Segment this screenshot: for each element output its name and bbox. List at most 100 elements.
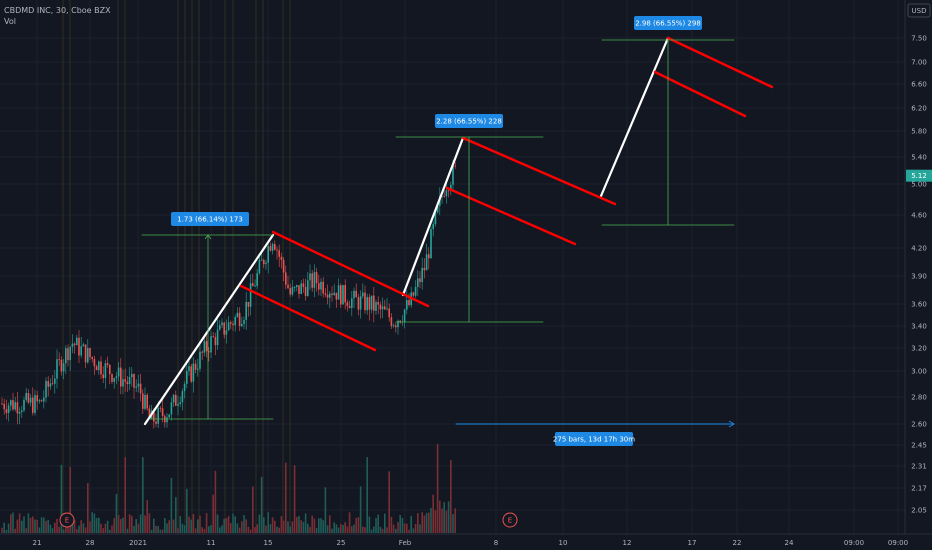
candles: [1, 159, 456, 429]
volume-bar: [243, 515, 245, 533]
currency-button[interactable]: USD: [907, 3, 931, 18]
measure-badge[interactable]: 2.98 (66.55%) 298: [634, 16, 702, 30]
candle: [93, 355, 96, 376]
earnings-marker-icon[interactable]: E: [502, 512, 518, 528]
volume-bar: [93, 513, 96, 533]
time-tick-label: 25: [337, 539, 346, 547]
price-tick-label: 4.20: [911, 245, 927, 253]
time-tick-label: 15: [264, 539, 273, 547]
volume-bar: [146, 500, 148, 533]
symbol-title: CBDMD INC, 30, Cboe BZX: [4, 6, 111, 15]
time-tick-label: 2021: [129, 539, 147, 547]
volume-bar: [133, 525, 135, 533]
measure-badge[interactable]: 1.73 (66.14%) 173: [171, 212, 249, 226]
volume-bar: [87, 482, 89, 533]
volume-bar: [175, 497, 177, 533]
volume-bar: [441, 508, 443, 533]
volume-bar: [155, 525, 157, 533]
volume-bar: [318, 518, 320, 533]
volume-bar: [355, 518, 357, 533]
candle: [414, 280, 417, 298]
candle: [170, 397, 173, 421]
volume-bar: [234, 516, 236, 533]
flag-channel-lower-2[interactable]: [445, 186, 577, 246]
volume-bar: [348, 512, 351, 533]
volume-bar: [168, 520, 170, 533]
candle: [340, 283, 342, 308]
volume-bar: [333, 522, 335, 533]
volume-bar: [216, 514, 219, 533]
flag-channel-upper-1[interactable]: [271, 230, 430, 308]
volume-bar: [430, 508, 432, 533]
volume-bar: [362, 526, 364, 533]
candle: [370, 295, 373, 314]
volume-bar: [49, 524, 52, 533]
volume-bar: [265, 525, 267, 533]
candle: [227, 316, 230, 331]
volume-bar: [3, 522, 5, 533]
flag-pole-3[interactable]: [599, 36, 670, 198]
candle: [117, 361, 120, 382]
volume-bar: [304, 513, 307, 533]
volume-bar: [25, 528, 27, 533]
flag-channel-upper-3[interactable]: [666, 36, 774, 89]
candle: [276, 246, 278, 260]
volume-bar: [454, 508, 456, 533]
volume-bar: [142, 457, 144, 533]
volume-bar: [271, 517, 274, 533]
candle: [102, 366, 104, 384]
flag-pole-1[interactable]: [143, 233, 275, 426]
time-tick-label: 22: [733, 539, 742, 547]
volume-bar: [340, 524, 342, 533]
volume-bar: [384, 513, 386, 533]
flag-pole-2[interactable]: [401, 136, 465, 297]
volume-bar: [256, 524, 258, 533]
volume-bar: [425, 512, 428, 533]
time-tick-label: 10: [559, 539, 568, 547]
measure-badges: 1.73 (66.14%) 173 2.28 (66.55%) 228 2.98 (…: [171, 16, 702, 446]
price-tick-label: 2.17: [911, 485, 927, 493]
volume-bar: [186, 488, 188, 533]
measure-badge[interactable]: 2.28 (66.55%) 228: [435, 114, 503, 128]
candle: [1, 397, 3, 406]
candle: [265, 259, 267, 270]
volume-bar: [164, 517, 166, 533]
candle: [219, 320, 221, 331]
volume-bar: [205, 513, 208, 533]
volume-bar: [5, 529, 8, 533]
candle: [381, 297, 384, 319]
measure-badge[interactable]: 275 bars, 13d 17h 30m: [553, 432, 635, 446]
volume-bar: [414, 524, 417, 533]
time-tick-label: 24: [785, 539, 794, 547]
volume-bar: [71, 524, 74, 533]
volume-bar: [373, 526, 375, 533]
price-tick-label: 4.60: [911, 212, 927, 220]
time-axis: 21 28 2021 11 15 25 Feb 8 10 12 17 22 24 09:00 09:00: [0, 533, 932, 547]
candle: [21, 405, 23, 419]
candle: [344, 279, 346, 310]
volume-bar: [69, 466, 71, 533]
candle: [353, 287, 355, 309]
candle: [373, 287, 375, 323]
volume-bar: [326, 525, 329, 533]
svg-text:2.98 (66.55%) 298: 2.98 (66.55%) 298: [635, 20, 701, 28]
volume-bar: [124, 457, 126, 533]
earnings-marker-icon[interactable]: E: [59, 512, 75, 528]
volume-bar: [232, 513, 234, 533]
candle: [91, 356, 93, 363]
candle: [269, 242, 272, 252]
volume-bar: [172, 519, 175, 533]
candle: [335, 292, 338, 308]
candle: [78, 330, 80, 364]
flag-channel-lower-3[interactable]: [653, 70, 747, 118]
flag-channel-lower-1[interactable]: [239, 284, 377, 352]
candle: [212, 332, 214, 338]
event-lines: [62, 0, 291, 534]
volume-bar: [78, 525, 80, 533]
volume-bar: [439, 500, 441, 533]
flag-channel-upper-2[interactable]: [461, 136, 617, 206]
candle: [346, 299, 349, 312]
volume-bar: [406, 523, 408, 533]
